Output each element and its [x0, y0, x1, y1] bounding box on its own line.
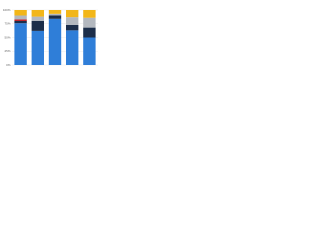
y-tick-label: 0%	[6, 63, 11, 67]
bar-segment	[83, 10, 96, 18]
bar-segment	[83, 37, 96, 65]
bar-segment	[31, 21, 44, 31]
bar-segment	[83, 17, 96, 28]
bar-segment	[14, 10, 27, 16]
y-tick-label: 75%	[4, 22, 10, 26]
bar-segment	[48, 13, 62, 16]
bar-segment	[48, 10, 62, 14]
bar-segment	[48, 15, 62, 19]
bar-segment	[66, 30, 79, 66]
bar-segment	[31, 16, 44, 21]
chart: 0% 25% 50% 75% 100%	[3, 8, 98, 67]
bar-segment	[83, 27, 96, 38]
bar-segment	[31, 30, 44, 65]
y-tick-label: 50%	[4, 35, 10, 39]
bar-segment	[14, 23, 27, 65]
bar-segment	[66, 24, 79, 31]
bar-segment	[66, 17, 79, 25]
y-tick-label: 100%	[3, 8, 11, 12]
bar-segment	[66, 10, 79, 18]
y-tick-label: 25%	[4, 49, 10, 53]
page: {"chart_data": {"type": "stacked-bar", "…	[0, 0, 320, 71]
bar-segment	[14, 19, 27, 21]
bar-segment	[14, 15, 27, 20]
bar-segment	[31, 10, 44, 17]
bar-segment	[14, 21, 27, 24]
bar-segment	[48, 18, 62, 65]
